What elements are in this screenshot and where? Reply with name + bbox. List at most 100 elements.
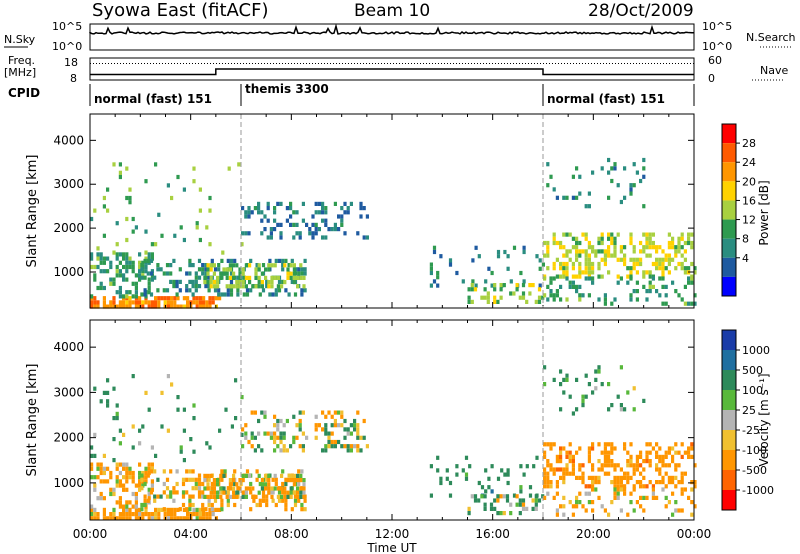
scatter-cell <box>541 262 545 267</box>
scatter-cell <box>198 208 202 213</box>
scatter-cell <box>571 411 575 416</box>
scatter-cell <box>150 256 154 261</box>
scatter-cell <box>683 487 687 492</box>
scatter-cell <box>99 260 103 265</box>
power-x-ticks <box>89 114 695 308</box>
scatter-cell <box>302 478 306 483</box>
scatter-cell <box>226 498 230 503</box>
scatter-cell <box>118 483 122 488</box>
scatter-cell <box>629 500 633 505</box>
scatter-cell <box>290 258 294 263</box>
freq-left-tick-bottom: 8 <box>70 72 77 85</box>
scatter-cell <box>271 292 275 297</box>
scatter-cell <box>118 304 122 309</box>
scatter-cell <box>521 283 526 288</box>
scatter-cell <box>273 439 277 445</box>
scatter-cell <box>284 498 288 503</box>
scatter-cell <box>680 266 684 271</box>
scatter-cell <box>571 274 575 279</box>
scatter-cell <box>265 284 269 289</box>
scatter-cell <box>157 296 161 301</box>
scatter-cell <box>473 287 478 292</box>
scatter-cell <box>201 267 205 272</box>
scatter-cell <box>648 450 652 455</box>
scatter-cell <box>296 284 300 289</box>
scatter-cell <box>300 267 304 272</box>
scatter-cell <box>176 407 180 412</box>
scatter-cell <box>651 284 655 289</box>
scatter-cell <box>302 275 306 280</box>
scatter-cell <box>197 494 202 499</box>
scatter-cell <box>141 483 145 488</box>
scatter-cell <box>607 157 611 163</box>
colorbar-tick-label: -1000 <box>742 484 774 497</box>
scatter-cell <box>178 288 182 293</box>
scatter-cell <box>549 293 553 298</box>
scatter-cell <box>619 480 623 485</box>
scatter-cell <box>568 450 572 455</box>
scatter-cell <box>562 495 566 500</box>
scatter-cell <box>667 446 671 451</box>
scatter-cell <box>213 267 218 272</box>
scatter-cell <box>635 459 639 464</box>
scatter-cell <box>209 280 213 285</box>
scatter-cell <box>128 516 132 521</box>
scatter-cell <box>198 300 202 305</box>
scatter-cell <box>555 454 559 459</box>
scatter-cell <box>565 463 569 468</box>
scatter-cell <box>244 263 248 268</box>
scatter-cell <box>632 266 636 271</box>
scatter-cell <box>651 484 655 489</box>
scatter-cell <box>159 267 163 272</box>
scatter-cell <box>591 442 595 447</box>
scatter-cell <box>610 240 614 246</box>
scatter-cell <box>597 236 601 241</box>
scatter-cell <box>274 258 278 263</box>
scatter-cell <box>616 280 620 285</box>
colorbar-swatch <box>722 143 736 163</box>
scatter-cell <box>340 214 344 219</box>
scatter-cell <box>578 446 582 451</box>
scatter-cell <box>575 245 579 250</box>
scatter-cell <box>562 512 566 517</box>
scatter-cell <box>206 494 210 499</box>
scatter-cell <box>651 446 655 451</box>
scatter-cell <box>301 201 305 206</box>
scatter-cell <box>128 470 132 476</box>
scatter-cell <box>571 512 575 517</box>
scatter-cell <box>661 261 665 267</box>
scatter-cell <box>276 284 280 289</box>
scatter-cell <box>209 494 213 499</box>
scatter-cell <box>219 486 223 491</box>
scatter-cell <box>122 475 126 480</box>
scatter-cell <box>587 253 591 258</box>
scatter-cell <box>244 473 248 478</box>
scatter-cell <box>283 494 287 499</box>
scatter-cell <box>528 493 533 498</box>
scatter-cell <box>674 253 678 258</box>
scatter-cell <box>289 222 293 227</box>
scatter-cell <box>144 300 148 305</box>
colorbar-swatch <box>722 450 736 470</box>
scatter-cell <box>571 471 575 476</box>
scatter-cell <box>106 256 110 261</box>
scatter-cell <box>125 487 129 492</box>
scatter-cell <box>146 258 150 263</box>
scatter-cell <box>603 450 607 455</box>
scatter-cell <box>559 475 563 480</box>
scatter-cell <box>118 516 122 521</box>
scatter-cell <box>616 480 620 485</box>
scatter-cell <box>225 284 229 289</box>
velocity-y-label: Slant Range [km] <box>25 364 40 477</box>
scatter-cell <box>549 280 553 285</box>
scatter-cell <box>96 264 100 270</box>
scatter-cell <box>143 288 147 293</box>
scatter-cell <box>286 267 290 272</box>
scatter-cell <box>603 463 607 468</box>
scatter-cell <box>156 477 160 482</box>
scatter-cell <box>279 431 283 436</box>
scatter-cell <box>144 479 148 484</box>
scatter-cell <box>191 486 195 491</box>
scatter-cell <box>258 498 262 503</box>
scatter-cell <box>112 250 116 255</box>
